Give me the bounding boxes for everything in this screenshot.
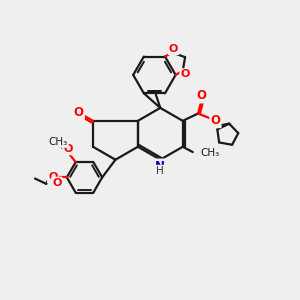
Text: O: O [180, 69, 190, 79]
Text: O: O [52, 178, 62, 188]
Text: CH₃: CH₃ [48, 137, 68, 147]
Text: O: O [48, 172, 57, 182]
Text: O: O [63, 144, 73, 154]
Text: O: O [210, 114, 220, 127]
Text: N: N [155, 160, 165, 173]
Text: O: O [169, 44, 178, 54]
Text: O: O [74, 106, 84, 119]
Text: O: O [196, 89, 207, 102]
Text: CH₃: CH₃ [200, 148, 220, 158]
Text: H: H [156, 166, 164, 176]
